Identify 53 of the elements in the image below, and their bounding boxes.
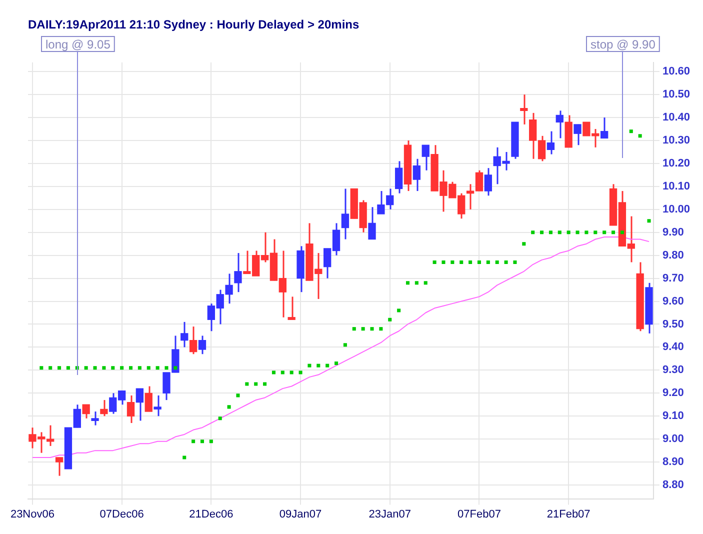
y-tick-label: 9.10 xyxy=(662,410,684,422)
text: stop @ 9.90 xyxy=(590,37,656,52)
x-tick-label: 23Jan07 xyxy=(368,508,411,520)
candlestick xyxy=(484,167,492,196)
candlestick xyxy=(189,326,198,355)
x-tick-label: 21Dec06 xyxy=(189,508,234,520)
y-tick-label: 10.00 xyxy=(662,203,690,216)
candlestick xyxy=(198,334,206,355)
candlestick xyxy=(144,386,152,412)
y-tick-label: 10.30 xyxy=(662,134,690,147)
candlestick xyxy=(520,94,528,126)
y-tick-label: 10.60 xyxy=(662,66,690,78)
candlestick xyxy=(82,404,90,420)
y-tick-label: 9.20 xyxy=(662,387,684,400)
candlestick xyxy=(546,130,555,156)
y-tick-label: 10.20 xyxy=(662,157,690,170)
candlestick xyxy=(412,158,421,192)
y-tick-label: 9.00 xyxy=(662,433,684,446)
x-tick-label: 21Feb07 xyxy=(546,508,590,520)
candlestick xyxy=(55,456,64,477)
candlestick xyxy=(600,116,608,139)
y-tick-label: 9.60 xyxy=(662,295,684,308)
candlestick xyxy=(288,296,296,320)
candlestick xyxy=(234,252,242,293)
candlestick xyxy=(341,188,350,240)
candlestick xyxy=(154,394,162,417)
x-tick-label: 23Nov06 xyxy=(10,508,54,520)
candlestick xyxy=(100,399,108,417)
y-tick-label: 9.80 xyxy=(662,249,684,262)
y-tick-label: 9.90 xyxy=(662,226,684,238)
candlestick xyxy=(126,394,135,424)
candlestick xyxy=(136,388,144,422)
candlestick xyxy=(394,160,403,194)
y-tick-label: 9.70 xyxy=(662,272,684,284)
candlestick xyxy=(556,110,564,139)
candlestick xyxy=(422,144,430,172)
y-tick-label: 9.40 xyxy=(662,341,684,354)
candlestick xyxy=(368,206,376,240)
x-tick-label: 07Dec06 xyxy=(100,508,144,520)
x-tick-label: 09Jan07 xyxy=(279,508,322,520)
y-tick-label: 10.50 xyxy=(662,88,690,101)
y-tick-label: 9.30 xyxy=(662,364,684,376)
x-tick-label: 07Feb07 xyxy=(458,508,501,520)
y-tick-label: 8.90 xyxy=(662,456,684,468)
y-tick-label: 8.80 xyxy=(662,479,684,492)
y-tick-label: 10.40 xyxy=(662,112,690,124)
y-tick-label: 10.10 xyxy=(662,180,690,192)
text: long @ 9.05 xyxy=(45,37,111,52)
candlestick xyxy=(574,124,582,146)
y-tick-label: 9.50 xyxy=(662,318,684,330)
candlestick xyxy=(91,410,99,426)
candlestick xyxy=(180,321,188,348)
chart-title: DAILY:19Apr2011 21:10 Sydney : Hourly Delayed > 20mins xyxy=(28,18,360,32)
